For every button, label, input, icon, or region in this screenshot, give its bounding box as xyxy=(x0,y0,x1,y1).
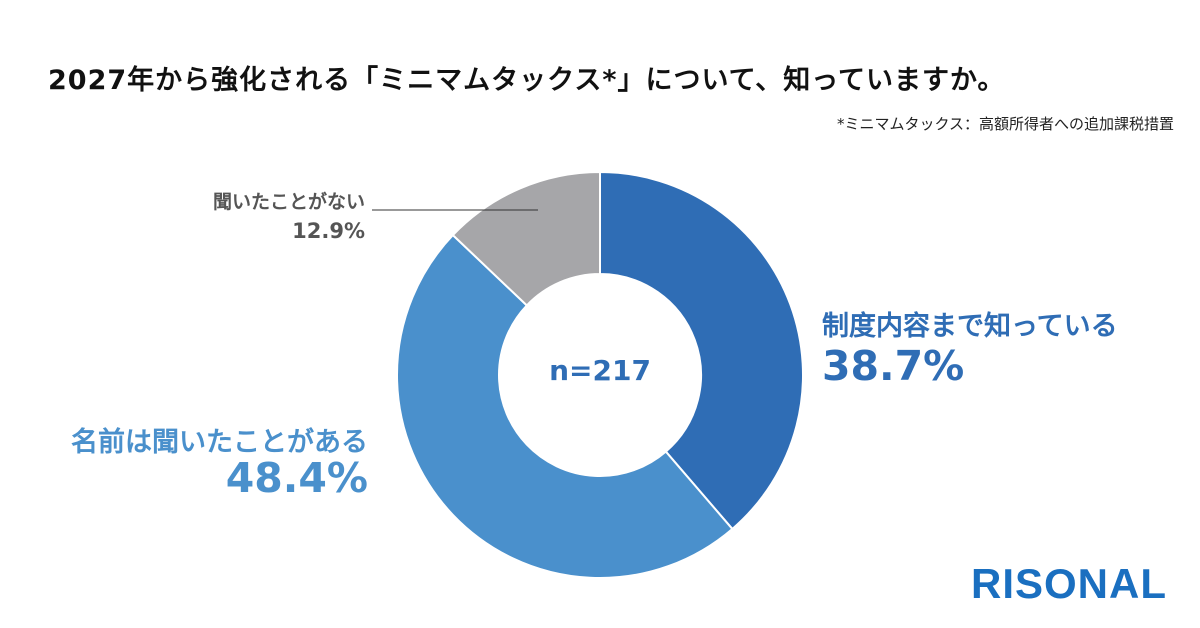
slice-value-never-heard: 12.9% xyxy=(292,219,365,243)
slice-value-heard-name: 48.4% xyxy=(225,454,368,502)
slice-value-known-details: 38.7% xyxy=(822,342,965,390)
slice-heard-name xyxy=(396,233,734,579)
risonal-logo: RISONAL xyxy=(971,560,1167,607)
slice-label-heard-name: 名前は聞いたことがある xyxy=(71,427,368,458)
sample-size-label: n=217 xyxy=(549,354,651,387)
slice-never-heard xyxy=(451,170,601,307)
slice-label-known-details: 制度内容まで知っている xyxy=(822,311,1118,342)
chart-title: 2027年から強化される「ミニマムタックス*」について、知っていますか。 xyxy=(48,65,1006,96)
slice-label-never-heard: 聞いたことがない xyxy=(212,191,365,213)
slice-known-details xyxy=(599,170,804,531)
footnote: *ミニマムタックス：高額所得者への追加課税措置 xyxy=(836,115,1174,133)
